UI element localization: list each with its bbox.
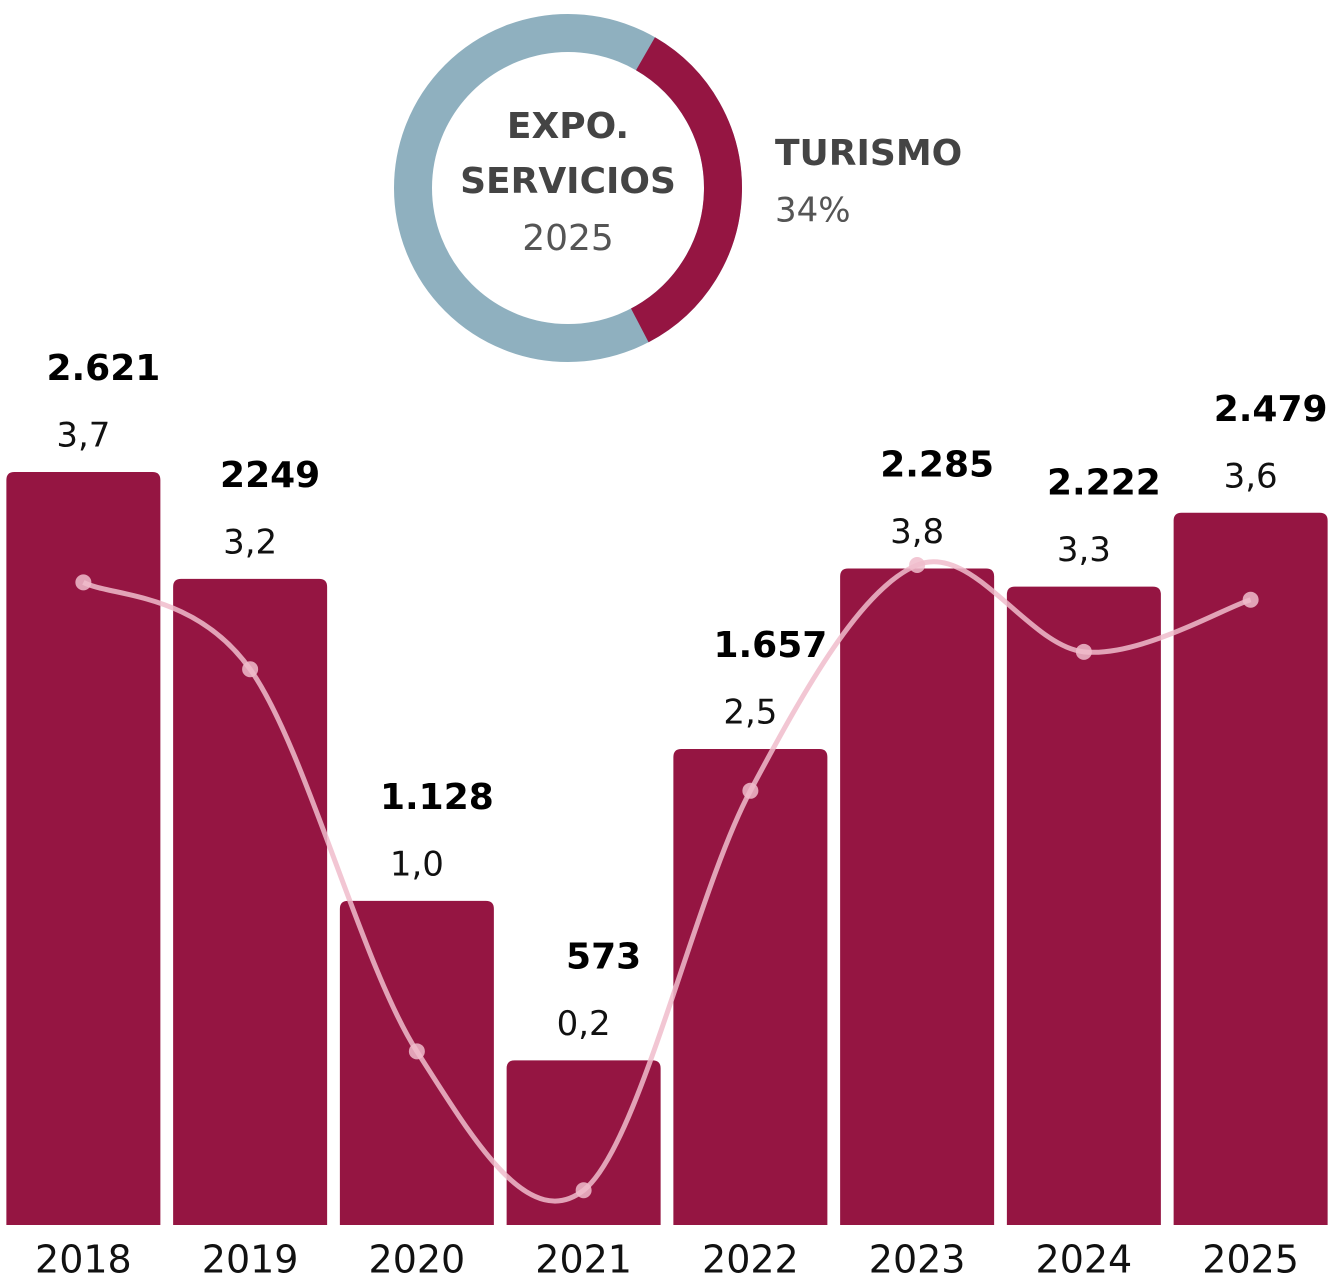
bar — [1173, 512, 1328, 1225]
line-point — [909, 557, 926, 573]
legend-value: 34% — [775, 191, 851, 231]
donut-center-title: EXPO. — [507, 106, 629, 147]
line-value-label: 3,6 — [1224, 456, 1278, 496]
line-value-label: 3,7 — [56, 416, 110, 456]
bar — [673, 748, 828, 1225]
donut-segment — [630, 37, 742, 343]
bar — [339, 900, 494, 1225]
x-tick-label: 2025 — [1202, 1238, 1299, 1282]
x-tick-label: 2020 — [369, 1238, 466, 1282]
line-point — [575, 1182, 592, 1199]
x-tick-label: 2023 — [869, 1238, 966, 1282]
line-value-label: 1,0 — [390, 844, 444, 884]
donut-center-title: SERVICIOS — [460, 161, 676, 202]
line-point — [1242, 591, 1259, 608]
bar-value-label: 1.657 — [713, 625, 827, 666]
line-value-label: 3,2 — [223, 522, 277, 562]
donut-center-subtitle: 2025 — [522, 218, 614, 259]
bar-value-label: 2.479 — [1214, 389, 1328, 430]
line-value-label: 0,2 — [557, 1004, 611, 1044]
x-tick-label: 2021 — [535, 1238, 632, 1282]
bar — [1006, 586, 1161, 1225]
x-tick-label: 2018 — [35, 1238, 132, 1282]
line-point — [75, 574, 92, 591]
x-tick-label: 2024 — [1036, 1238, 1133, 1282]
bar-value-label: 2.285 — [880, 445, 994, 486]
line-point — [1075, 643, 1092, 660]
line-point — [408, 1043, 425, 1060]
bar — [506, 1060, 661, 1225]
bar-value-label: 1.128 — [380, 777, 494, 818]
bar — [840, 568, 995, 1225]
legend-label: TURISMO — [775, 133, 962, 174]
bar-value-label: 2.621 — [46, 348, 160, 389]
line-point — [742, 782, 759, 799]
line-value-label: 3,3 — [1057, 530, 1111, 570]
line-value-label: 3,8 — [890, 512, 944, 552]
x-tick-label: 2022 — [702, 1238, 799, 1282]
line-value-label: 2,5 — [723, 692, 777, 732]
x-tick-label: 2019 — [202, 1238, 299, 1282]
line-point — [242, 661, 259, 678]
line — [82, 559, 1252, 1204]
bar — [6, 472, 161, 1225]
bar-value-label: 2.222 — [1047, 463, 1161, 504]
bar-value-label: 2249 — [220, 455, 320, 496]
bar-value-label: 573 — [566, 936, 641, 977]
